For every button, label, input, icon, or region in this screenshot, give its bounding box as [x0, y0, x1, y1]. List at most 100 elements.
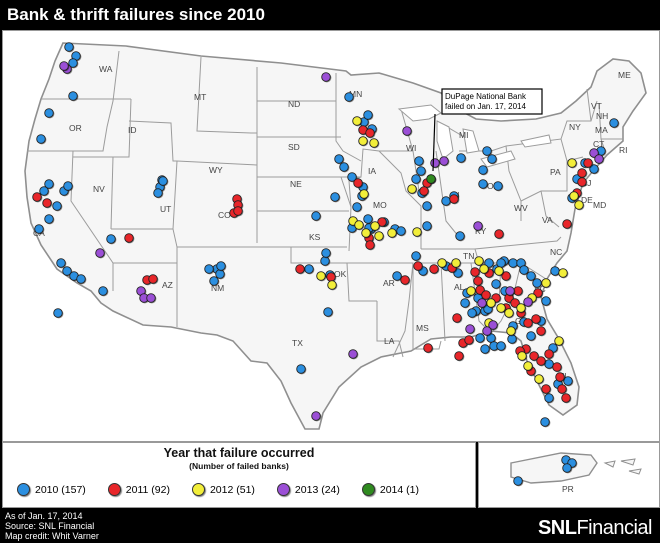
legend-item-2010: 2010 (157) [17, 483, 86, 496]
failure-dot-2011 [233, 206, 243, 216]
failure-dot-2014 [426, 174, 436, 184]
us-map: WAORIDMTNDMNSDWYNVCAUTCONEIAWIMIILINOHPA… [24, 42, 647, 430]
state-label-CO: CO [218, 210, 231, 220]
state-label-IA: IA [368, 166, 376, 176]
failure-dot-2012 [374, 231, 384, 241]
failure-dot-2011 [536, 326, 546, 336]
footer-date: As of Jan. 17, 2014 [5, 511, 83, 521]
failure-dot-2010 [39, 186, 49, 196]
legend-item-2014: 2014 (1) [361, 483, 419, 496]
failure-dot-2011 [536, 356, 546, 366]
state-label-MA: MA [595, 125, 608, 135]
failure-dot-2012 [352, 116, 362, 126]
failure-dot-2012 [504, 308, 514, 318]
failure-dot-2012 [523, 361, 533, 371]
failure-dot-2010 [330, 192, 340, 202]
failure-dot-2010 [347, 172, 357, 182]
failure-dot-2012 [316, 271, 326, 281]
failure-dot-2010 [544, 359, 554, 369]
failure-dot-2012 [517, 351, 527, 361]
us-outline [24, 42, 647, 430]
failure-dot-2011 [400, 275, 410, 285]
puerto-rico-panel: PR [478, 442, 660, 508]
state-label-VT: VT [591, 101, 602, 111]
failure-dot-2013 [477, 298, 487, 308]
failure-dot-2010 [106, 234, 116, 244]
failure-dot-2010 [52, 201, 62, 211]
title-bar: Bank & thrift failures since 2010 [0, 0, 660, 30]
failure-dot-2012 [567, 158, 577, 168]
failure-dot-2013 [505, 286, 515, 296]
state-label-OK: OK [334, 269, 347, 279]
failure-dot-2010 [158, 176, 168, 186]
legend-label: 2014 (1) [379, 483, 419, 496]
failure-dot-2010 [475, 333, 485, 343]
failure-dot-2010 [513, 476, 523, 486]
failure-dot-2012 [569, 191, 579, 201]
failure-dot-2012 [412, 227, 422, 237]
failure-dot-2012 [496, 303, 506, 313]
failure-dot-2013 [59, 61, 69, 71]
failure-dot-2012 [387, 228, 397, 238]
state-label-OR: OR [69, 123, 82, 133]
legend-dot [276, 483, 290, 496]
footer: As of Jan. 17, 2014 Source: SNL Financia… [0, 508, 660, 543]
failure-dot-2013 [348, 349, 358, 359]
failure-dot-2010 [411, 174, 421, 184]
failure-dot-2013 [439, 156, 449, 166]
failure-dot-2010 [456, 153, 466, 163]
failure-dot-2010 [609, 118, 619, 128]
failure-dot-2011 [413, 261, 423, 271]
failure-dot-2013 [402, 126, 412, 136]
pr-islands [603, 458, 642, 475]
state-label-ND: ND [288, 99, 300, 109]
failure-dot-2010 [98, 286, 108, 296]
failure-dot-2010 [323, 307, 333, 317]
failure-dot-2011 [552, 362, 562, 372]
state-label-KY: KY [475, 226, 487, 236]
failure-dot-2011 [377, 217, 387, 227]
failure-dot-2013 [95, 248, 105, 258]
failure-dot-2011 [419, 186, 429, 196]
failure-dot-2011 [42, 198, 52, 208]
snl-logo: SNLFinancial [538, 517, 653, 540]
failure-dot-2011 [473, 276, 483, 286]
failure-dot-2011 [365, 240, 375, 250]
failure-dot-2011 [481, 290, 491, 300]
legend-dot [17, 483, 30, 496]
footer-source: Source: SNL Financial [5, 521, 95, 531]
state-label-MN: MN [349, 89, 362, 99]
state-label-TN: TN [463, 251, 474, 261]
failure-dot-2012 [361, 228, 371, 238]
state-label-WY: WY [209, 165, 223, 175]
failure-dot-2012 [358, 136, 368, 146]
failure-dot-2012 [354, 220, 364, 230]
legend-item-2012: 2012 (51) [191, 483, 255, 496]
failure-dot-2010 [296, 364, 306, 374]
state-label-VA: VA [542, 215, 553, 225]
failure-dot-2012 [486, 298, 496, 308]
state-label-WA: WA [99, 64, 113, 74]
state-label-NV: NV [93, 184, 105, 194]
legend-label: 2013 (24) [294, 483, 340, 496]
failure-dot-2011 [583, 158, 593, 168]
failure-dot-2010 [441, 196, 451, 206]
failure-dot-2010 [414, 156, 424, 166]
state-label-UT: UT [160, 204, 171, 214]
state-label-RI: RI [619, 145, 628, 155]
failure-dot-2012 [370, 221, 380, 231]
failure-dot-2011 [562, 219, 572, 229]
failure-dot-2011 [531, 314, 541, 324]
failure-dot-2011 [475, 285, 485, 295]
failure-dot-2011 [464, 335, 474, 345]
failure-dot-2010 [153, 188, 163, 198]
failure-dot-2010 [486, 333, 496, 343]
failure-dot-2010 [519, 265, 529, 275]
failure-dot-2010 [311, 211, 321, 221]
failure-dot-2010 [508, 258, 518, 268]
failure-dot-2012 [554, 336, 564, 346]
failure-dot-2010 [396, 226, 406, 236]
state-label-MI: MI [459, 130, 468, 140]
pr-failure-dots [513, 455, 578, 487]
